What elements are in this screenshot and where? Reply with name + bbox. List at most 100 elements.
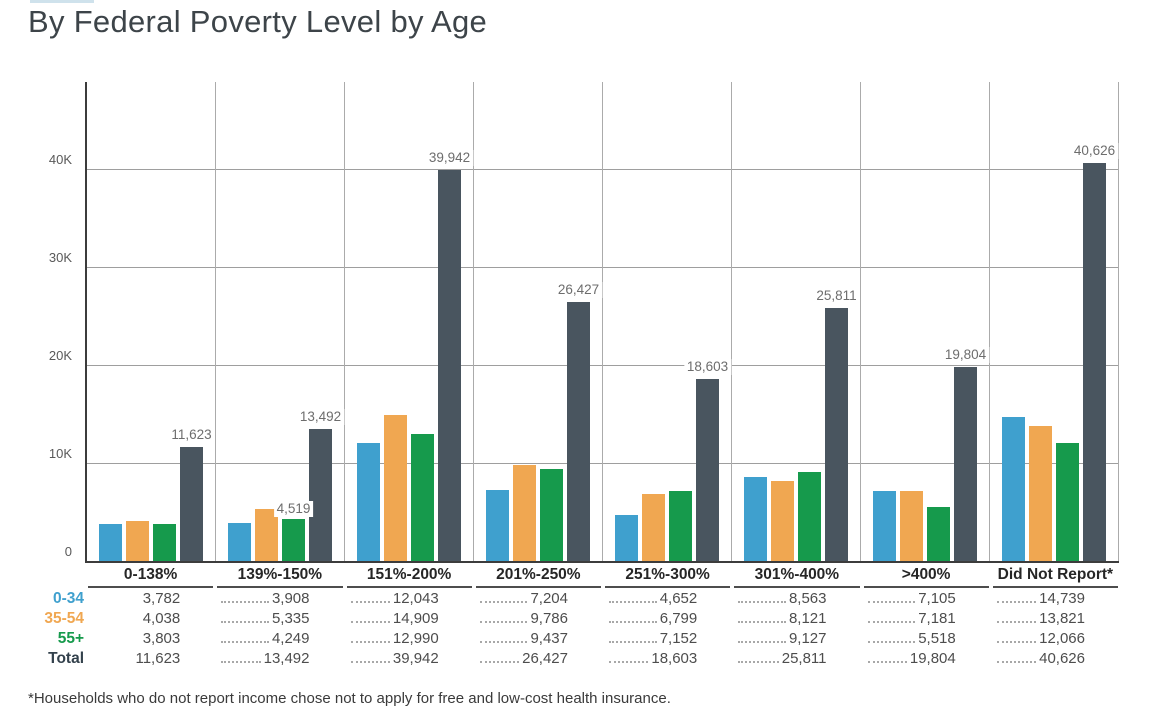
- dotted-leader: [479, 649, 520, 663]
- bar-55+->400%: [927, 507, 950, 561]
- table-cell: 12,066: [992, 629, 1121, 649]
- cell-value: 14,739: [1039, 590, 1085, 607]
- bar-35-54-0-138%: [126, 521, 149, 561]
- bar-group-139%-150%: 13,492 4,519: [216, 82, 345, 561]
- table-cell: 13,492: [216, 649, 345, 669]
- row-label: Total: [48, 650, 84, 667]
- table-row-0-34: 0-34 3,782 3,908 12,043 7,204 4,652 8,563 7,105…: [0, 589, 1121, 609]
- dotted-leader: [609, 609, 657, 623]
- bar-Total-251%-300%: [696, 379, 719, 561]
- page-title: By Federal Poverty Level by Age: [28, 4, 488, 39]
- dotted-leader: [221, 609, 269, 623]
- cell-value: 26,427: [522, 650, 568, 667]
- bar-55+-151%-200%: [411, 434, 434, 561]
- cell-value: 39,942: [392, 650, 439, 667]
- dotted-leader: [996, 589, 1037, 603]
- bar-value-label: 19,804: [941, 347, 990, 363]
- cell-value: 12,990: [392, 630, 439, 647]
- bar-0-34-0-138%: [99, 524, 122, 561]
- bar-Total-139%-150%: [309, 429, 332, 561]
- cell-value: 18,603: [651, 650, 698, 667]
- bar-35-54-139%-150%: [255, 509, 278, 561]
- table-cell: 13,821: [992, 609, 1121, 629]
- cell-value: 7,152: [659, 630, 698, 647]
- table-cell: 18,603: [604, 649, 733, 669]
- dotted-leader: [738, 629, 786, 643]
- dotted-leader: [609, 649, 649, 663]
- table-cell: 7,204: [475, 589, 604, 609]
- dotted-leader: [479, 629, 528, 643]
- table-cell: 8,563: [733, 589, 862, 609]
- dotted-leader: [350, 609, 390, 623]
- table-cells: 11,623 13,492 39,942 26,427 18,603 25,811 19,8…: [87, 649, 1121, 669]
- bar-0-34-201%-250%: [486, 490, 509, 561]
- dotted-leader: [609, 589, 657, 603]
- cell-value: 5,518: [918, 630, 956, 647]
- table-cell: 5,335: [216, 609, 345, 629]
- table-cell: 14,909: [346, 609, 475, 629]
- cell-value: 40,626: [1039, 650, 1085, 667]
- cell-value: 7,105: [918, 590, 956, 607]
- dotted-leader: [479, 589, 528, 603]
- cell-value: 7,181: [918, 610, 956, 627]
- bar-Total->400%: [954, 367, 977, 561]
- table-cells: 3,782 3,908 12,043 7,204 4,652 8,563 7,105 14,7…: [87, 589, 1121, 609]
- bar-Total-151%-200%: [438, 170, 461, 561]
- x-axis-category-row: 0-138% 139%-150% 151%-200% 201%-250% 251%-30…: [86, 566, 1120, 588]
- bar-0-34-301%-400%: [744, 477, 767, 561]
- table-cells: 4,038 5,335 14,909 9,786 6,799 8,121 7,181 13,8…: [87, 609, 1121, 629]
- bar-35-54->400%: [900, 491, 923, 561]
- dotted-leader: [867, 649, 907, 663]
- cell-value: 4,038: [142, 610, 181, 627]
- y-axis-tick: 40K: [48, 152, 72, 167]
- cell-value: 4,652: [659, 590, 698, 607]
- plot-area: 11,623 13,492 4,519 39,942 26,427 18,603 25,81…: [85, 82, 1119, 563]
- table-row-55+: 55+ 3,803 4,249 12,990 9,437 7,152 9,127 5,518 1…: [0, 629, 1121, 649]
- bar-35-54-301%-400%: [771, 481, 794, 561]
- category-label-151%-200%: 151%-200%: [346, 566, 472, 588]
- footnote: *Households who do not report income cho…: [28, 690, 671, 707]
- cell-value: 13,492: [263, 650, 310, 667]
- y-axis-tick: 30K: [48, 250, 72, 265]
- bar-group-201%-250%: 26,427: [474, 82, 603, 561]
- gridline-20K: [87, 365, 1119, 366]
- table-cell: 6,799: [604, 609, 733, 629]
- table-cell: 3,782: [87, 589, 216, 609]
- table-cell: 3,803: [87, 629, 216, 649]
- category-label->400%: >400%: [863, 566, 989, 588]
- table-cell: 4,038: [87, 609, 216, 629]
- bar-0-34-251%-300%: [615, 515, 638, 561]
- y-axis-tick: 10K: [48, 446, 72, 461]
- bar-0-34-139%-150%: [228, 523, 251, 561]
- dotted-leader: [738, 609, 786, 623]
- bar-value-label: 26,427: [554, 282, 603, 298]
- cell-value: 9,437: [530, 630, 568, 647]
- data-table: 0-34 3,782 3,908 12,043 7,204 4,652 8,563 7,105…: [0, 589, 1121, 669]
- cell-value: 11,623: [135, 650, 181, 667]
- bar-Total-201%-250%: [567, 302, 590, 561]
- bar-35-54-151%-200%: [384, 415, 407, 561]
- dotted-leader: [350, 629, 390, 643]
- category-label-0-138%: 0-138%: [88, 566, 214, 588]
- category-label-139%-150%: 139%-150%: [217, 566, 343, 588]
- dotted-leader: [996, 649, 1037, 663]
- table-cell: 7,152: [604, 629, 733, 649]
- bar-Total-301%-400%: [825, 308, 848, 561]
- cell-value: 25,811: [781, 650, 827, 667]
- row-label: 35-54: [44, 610, 84, 627]
- bar-Total-0-138%: [180, 447, 203, 561]
- table-cell: 9,786: [475, 609, 604, 629]
- dotted-leader: [350, 649, 390, 663]
- bar-group-301%-400%: 25,811: [732, 82, 861, 561]
- gridline-30K: [87, 267, 1119, 268]
- bar-value-label-extra: 4,519: [273, 501, 314, 517]
- dotted-leader: [350, 589, 390, 603]
- dotted-leader: [609, 629, 657, 643]
- cell-value: 4,249: [271, 630, 310, 647]
- cell-value: 13,821: [1039, 610, 1085, 627]
- bar-group-Did Not Report*: 40,626: [990, 82, 1119, 561]
- table-cell: 7,181: [863, 609, 992, 629]
- table-cell: 40,626: [992, 649, 1121, 669]
- category-label-Did Not Report*: Did Not Report*: [992, 566, 1118, 588]
- top-accent-fragment: [30, 0, 94, 3]
